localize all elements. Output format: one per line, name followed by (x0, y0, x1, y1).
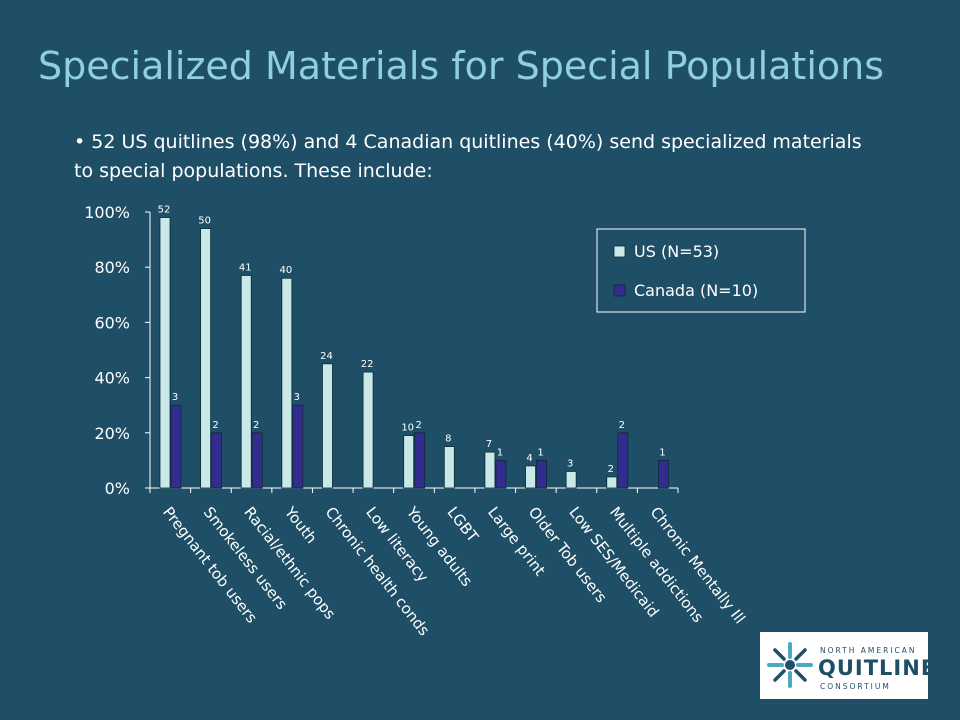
data-label-us: 10 (401, 423, 414, 434)
bar-canada (170, 404, 182, 489)
data-label-us: 41 (239, 262, 252, 273)
legend-label-canada: Canada (N=10) (634, 281, 758, 300)
data-label-canada: 3 (294, 392, 300, 403)
data-label-canada: 2 (416, 420, 422, 431)
legend-swatch-us (613, 245, 626, 258)
bar-canada (414, 432, 426, 489)
data-label-canada: 1 (537, 447, 543, 458)
bar-us (403, 435, 415, 489)
bar-us (240, 275, 252, 489)
bar-us (322, 363, 333, 489)
legend-box (596, 228, 806, 313)
bar-canada (495, 459, 507, 489)
data-label-us: 24 (320, 351, 333, 362)
data-label-canada: 2 (619, 420, 625, 431)
slide-title: Specialized Materials for Special Popula… (38, 44, 885, 88)
bar-us (565, 471, 577, 489)
y-tick-label: 100% (84, 203, 130, 222)
bar-canada (657, 459, 669, 489)
data-label-us: 52 (158, 205, 171, 216)
y-tick-label: 40% (94, 369, 130, 388)
bar-canada (251, 432, 263, 489)
logo-mark-icon (767, 642, 813, 688)
y-tick-label: 60% (94, 313, 130, 332)
bar-us (159, 217, 171, 489)
y-tick-label: 80% (94, 258, 130, 277)
logo-line2: QUITLINE (818, 656, 928, 680)
data-label-us: 2 (608, 464, 614, 475)
bar-canada (211, 432, 223, 489)
data-label-us: 8 (445, 434, 451, 445)
y-tick-label: 20% (94, 424, 130, 443)
bullet-text: • 52 US quitlines (98%) and 4 Canadian q… (74, 131, 862, 182)
quitline-logo: NORTH AMERICAN QUITLINE CONSORTIUM (760, 632, 935, 699)
data-label-canada: 3 (172, 392, 178, 403)
data-label-canada: 1 (659, 447, 665, 458)
data-label-canada: 2 (212, 420, 218, 431)
data-label-us: 50 (198, 216, 211, 227)
data-label-us: 22 (361, 359, 374, 370)
data-label-us: 4 (526, 453, 532, 464)
data-label-us: 40 (279, 265, 292, 276)
bar-us (281, 277, 293, 489)
bar-us (525, 465, 536, 489)
data-label-canada: 2 (253, 420, 259, 431)
bar-us (484, 451, 496, 489)
legend-swatch-canada (613, 284, 626, 297)
bar-us (200, 228, 212, 489)
y-tick-label: 0% (105, 479, 130, 498)
bar-canada (292, 404, 304, 489)
bar-us (443, 446, 455, 489)
data-label-us: 3 (567, 458, 573, 469)
bar-us (362, 371, 374, 489)
bar-canada (617, 432, 629, 489)
bar-canada (536, 459, 547, 489)
category-label: Youth (280, 503, 320, 547)
logo-line1: NORTH AMERICAN (820, 646, 917, 655)
category-label: LGBT (443, 503, 482, 546)
data-label-canada: 1 (497, 447, 503, 458)
legend-label-us: US (N=53) (634, 242, 719, 261)
bar-us (606, 476, 618, 489)
logo-line3: CONSORTIUM (820, 682, 891, 691)
data-label-us: 7 (486, 439, 492, 450)
